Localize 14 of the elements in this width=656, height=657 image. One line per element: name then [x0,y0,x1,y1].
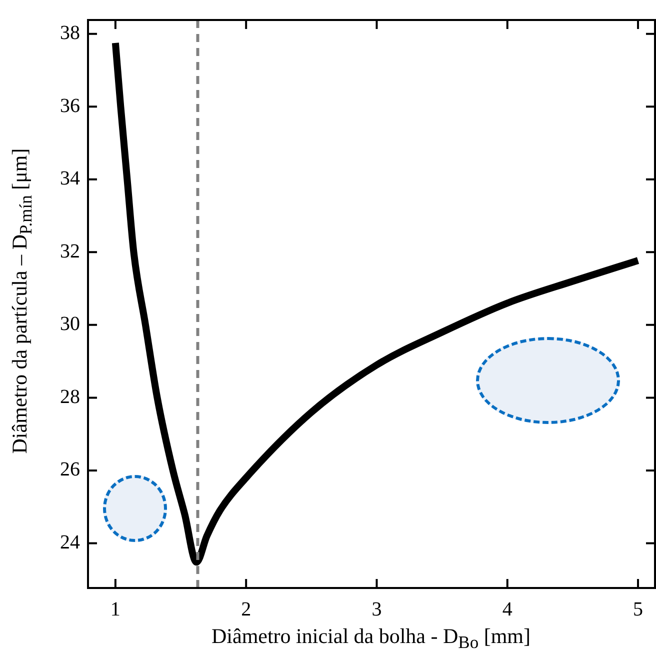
x-tick-label: 1 [110,598,120,620]
y-tick-label: 38 [60,22,80,44]
y-tick-label: 28 [60,386,80,408]
x-tick-label: 2 [241,598,252,620]
x-axis-title: Diâmetro inicial da bolha - D$_{Bo}$ [mm] [211,624,531,654]
x-tick-label: 3 [372,598,382,620]
y-tick-label: 36 [60,94,80,117]
y-tick-label: 32 [60,240,80,262]
x-tick-label: 5 [633,598,644,620]
y-tick-label: 34 [60,168,80,190]
y-tick-label: 26 [60,458,80,481]
y-tick-label: 24 [60,531,80,554]
x-tick-label: 4 [502,598,512,620]
y-tick-label: 30 [60,313,80,336]
